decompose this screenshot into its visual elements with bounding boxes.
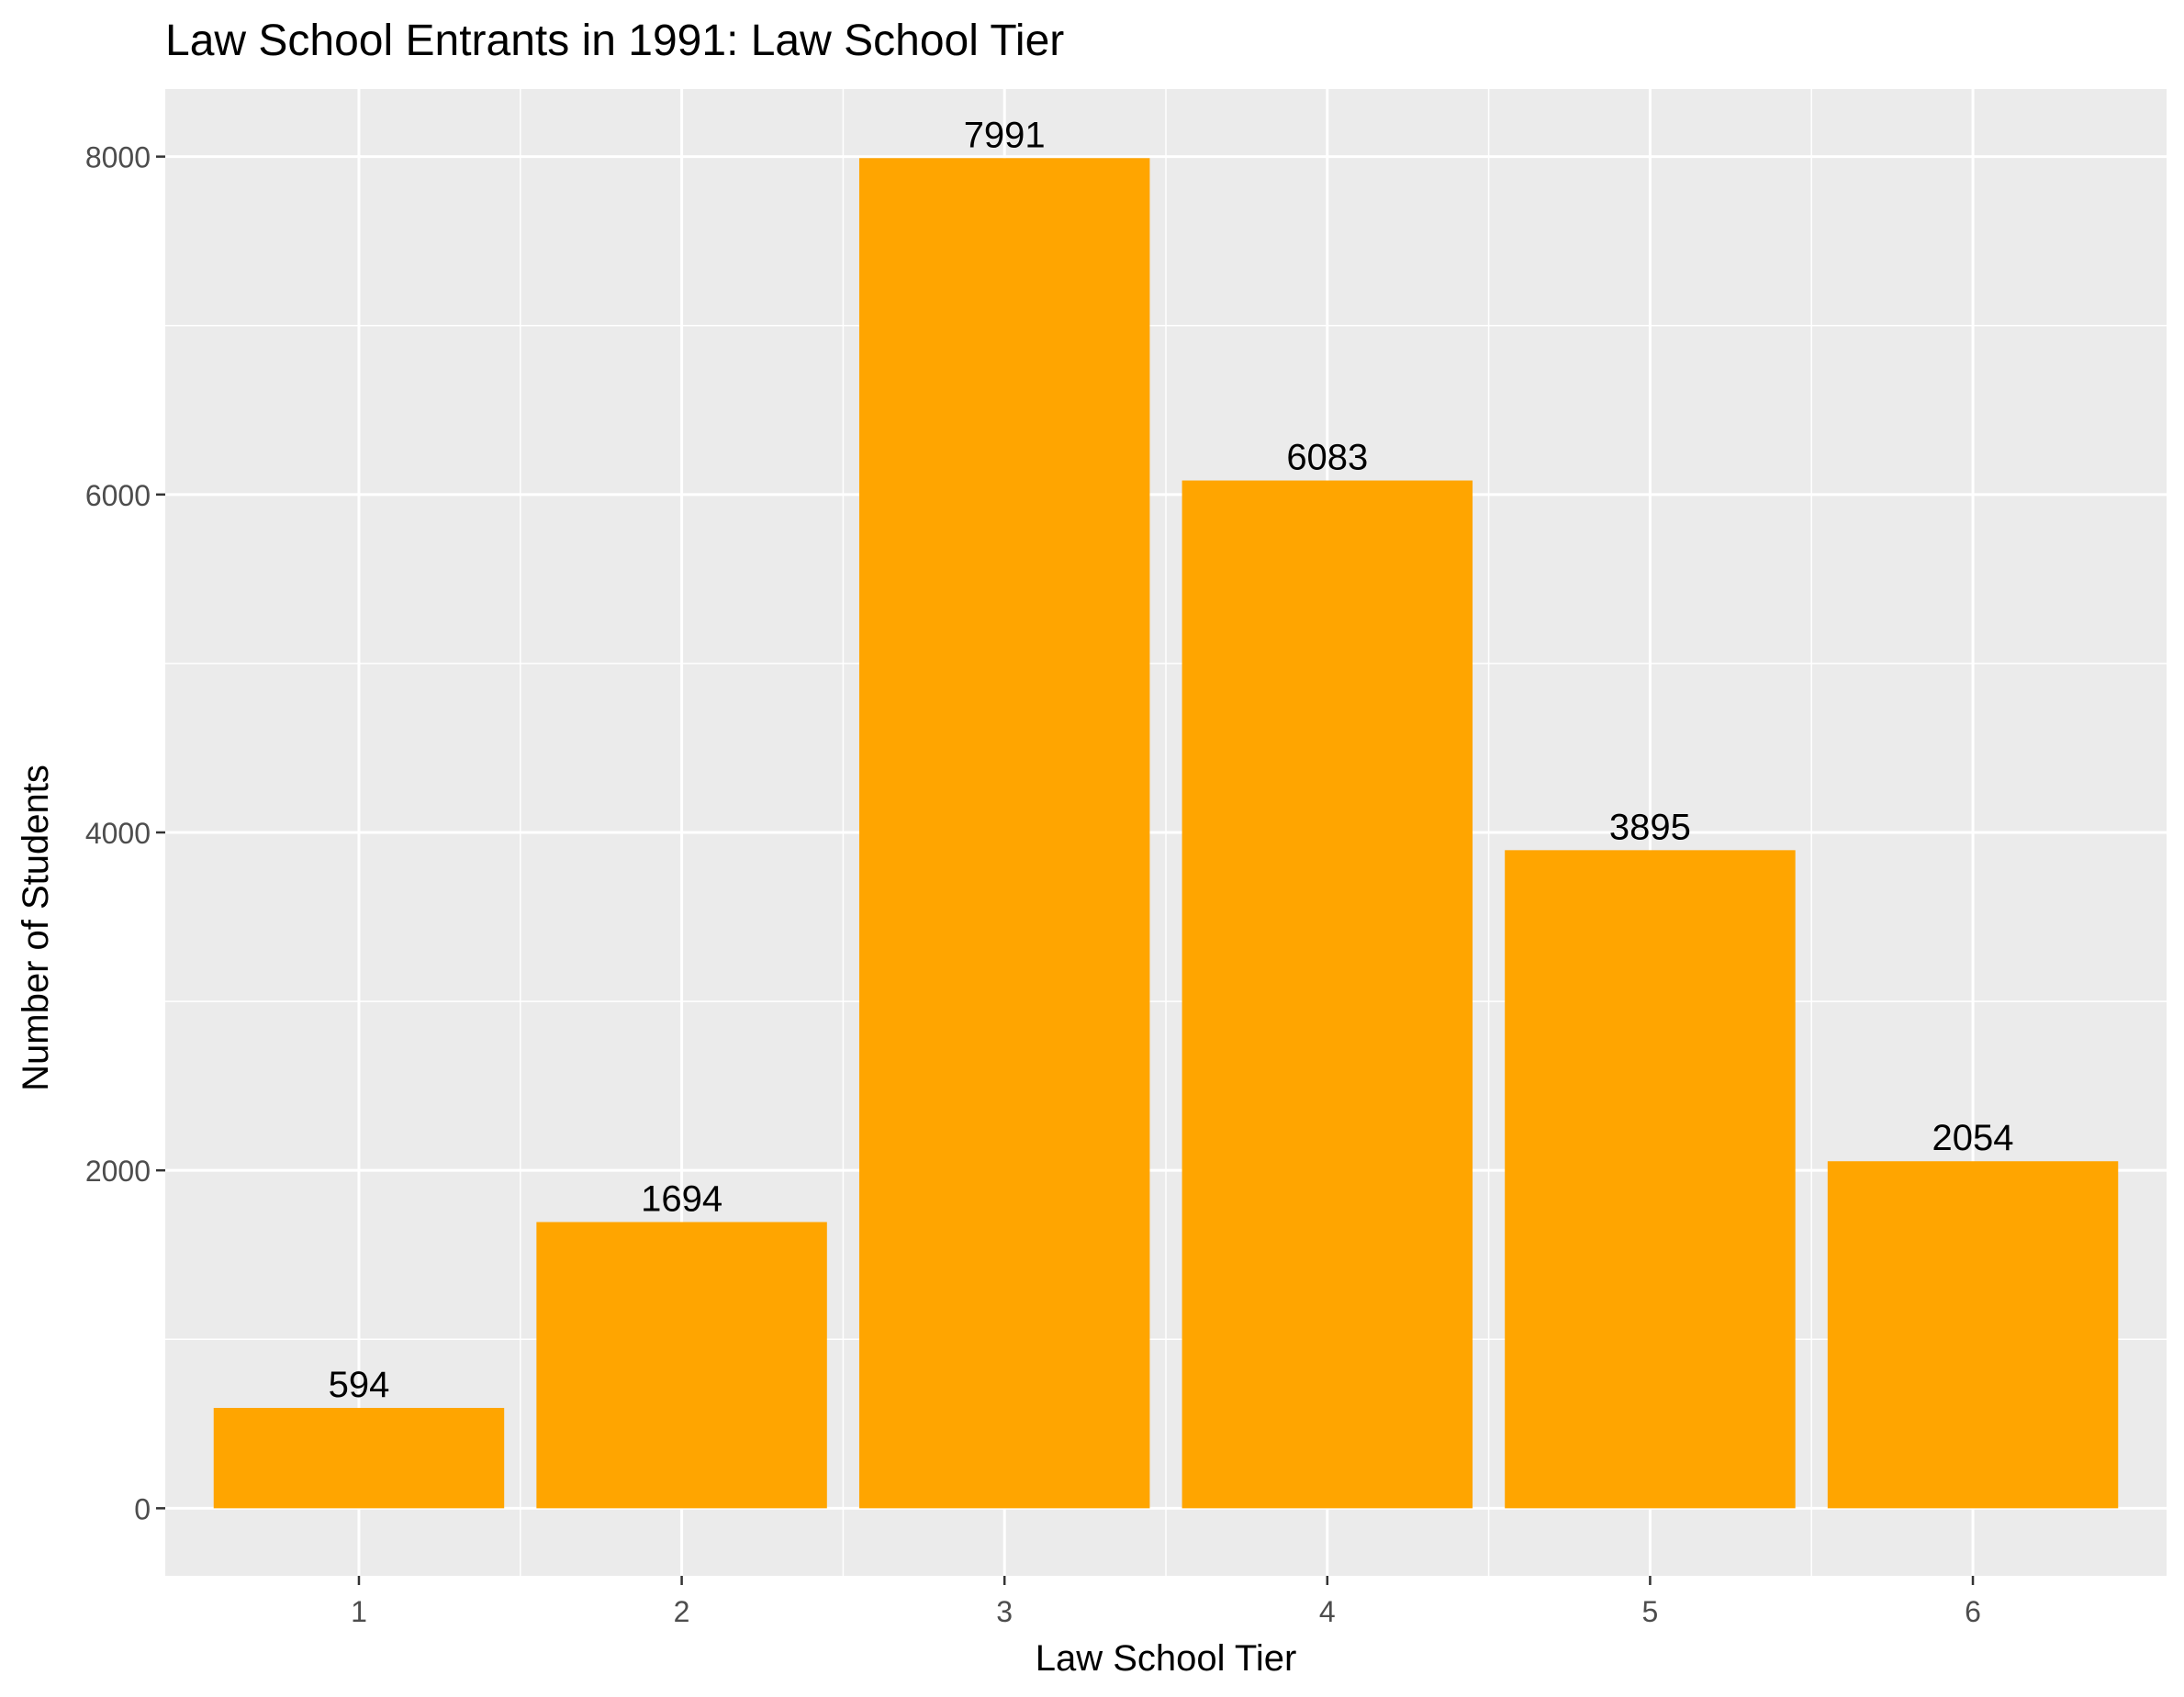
x-tick-label: 1 [351,1595,367,1628]
bar [1505,850,1796,1509]
y-tick-label: 2000 [85,1155,151,1188]
x-tick-label: 3 [996,1595,1013,1628]
bar [858,158,1150,1509]
y-tick-label: 6000 [85,479,151,512]
x-tick-label: 6 [1965,1595,1981,1628]
chart-title: Law School Entrants in 1991: Law School … [165,17,1064,65]
bar-value-label: 2054 [1932,1118,2014,1158]
y-tick-label: 0 [134,1492,151,1525]
bar [1827,1161,2119,1509]
bar-value-label: 6083 [1286,438,1368,478]
x-axis: 1 2 3 4 5 6 [351,1576,1981,1628]
bar-value-labels: 594 1694 7991 6083 3895 2054 [329,115,2014,1405]
bar [536,1222,827,1509]
bar-value-label: 7991 [964,115,1046,155]
bar [1182,480,1473,1509]
y-axis: 0 2000 4000 6000 8000 [85,141,165,1525]
x-tick-label: 5 [1642,1595,1659,1628]
y-tick-label: 8000 [85,141,151,174]
bar-value-label: 594 [329,1365,390,1405]
x-axis-label: Law School Tier [1036,1638,1297,1679]
bar-value-label: 3895 [1609,807,1691,847]
y-axis-label: Number of Students [16,765,56,1091]
y-tick-label: 4000 [85,817,151,850]
x-tick-label: 2 [674,1595,690,1628]
bars [213,158,2119,1509]
bar-value-label: 1694 [641,1179,722,1220]
x-tick-label: 4 [1319,1595,1336,1628]
bar [213,1408,505,1509]
